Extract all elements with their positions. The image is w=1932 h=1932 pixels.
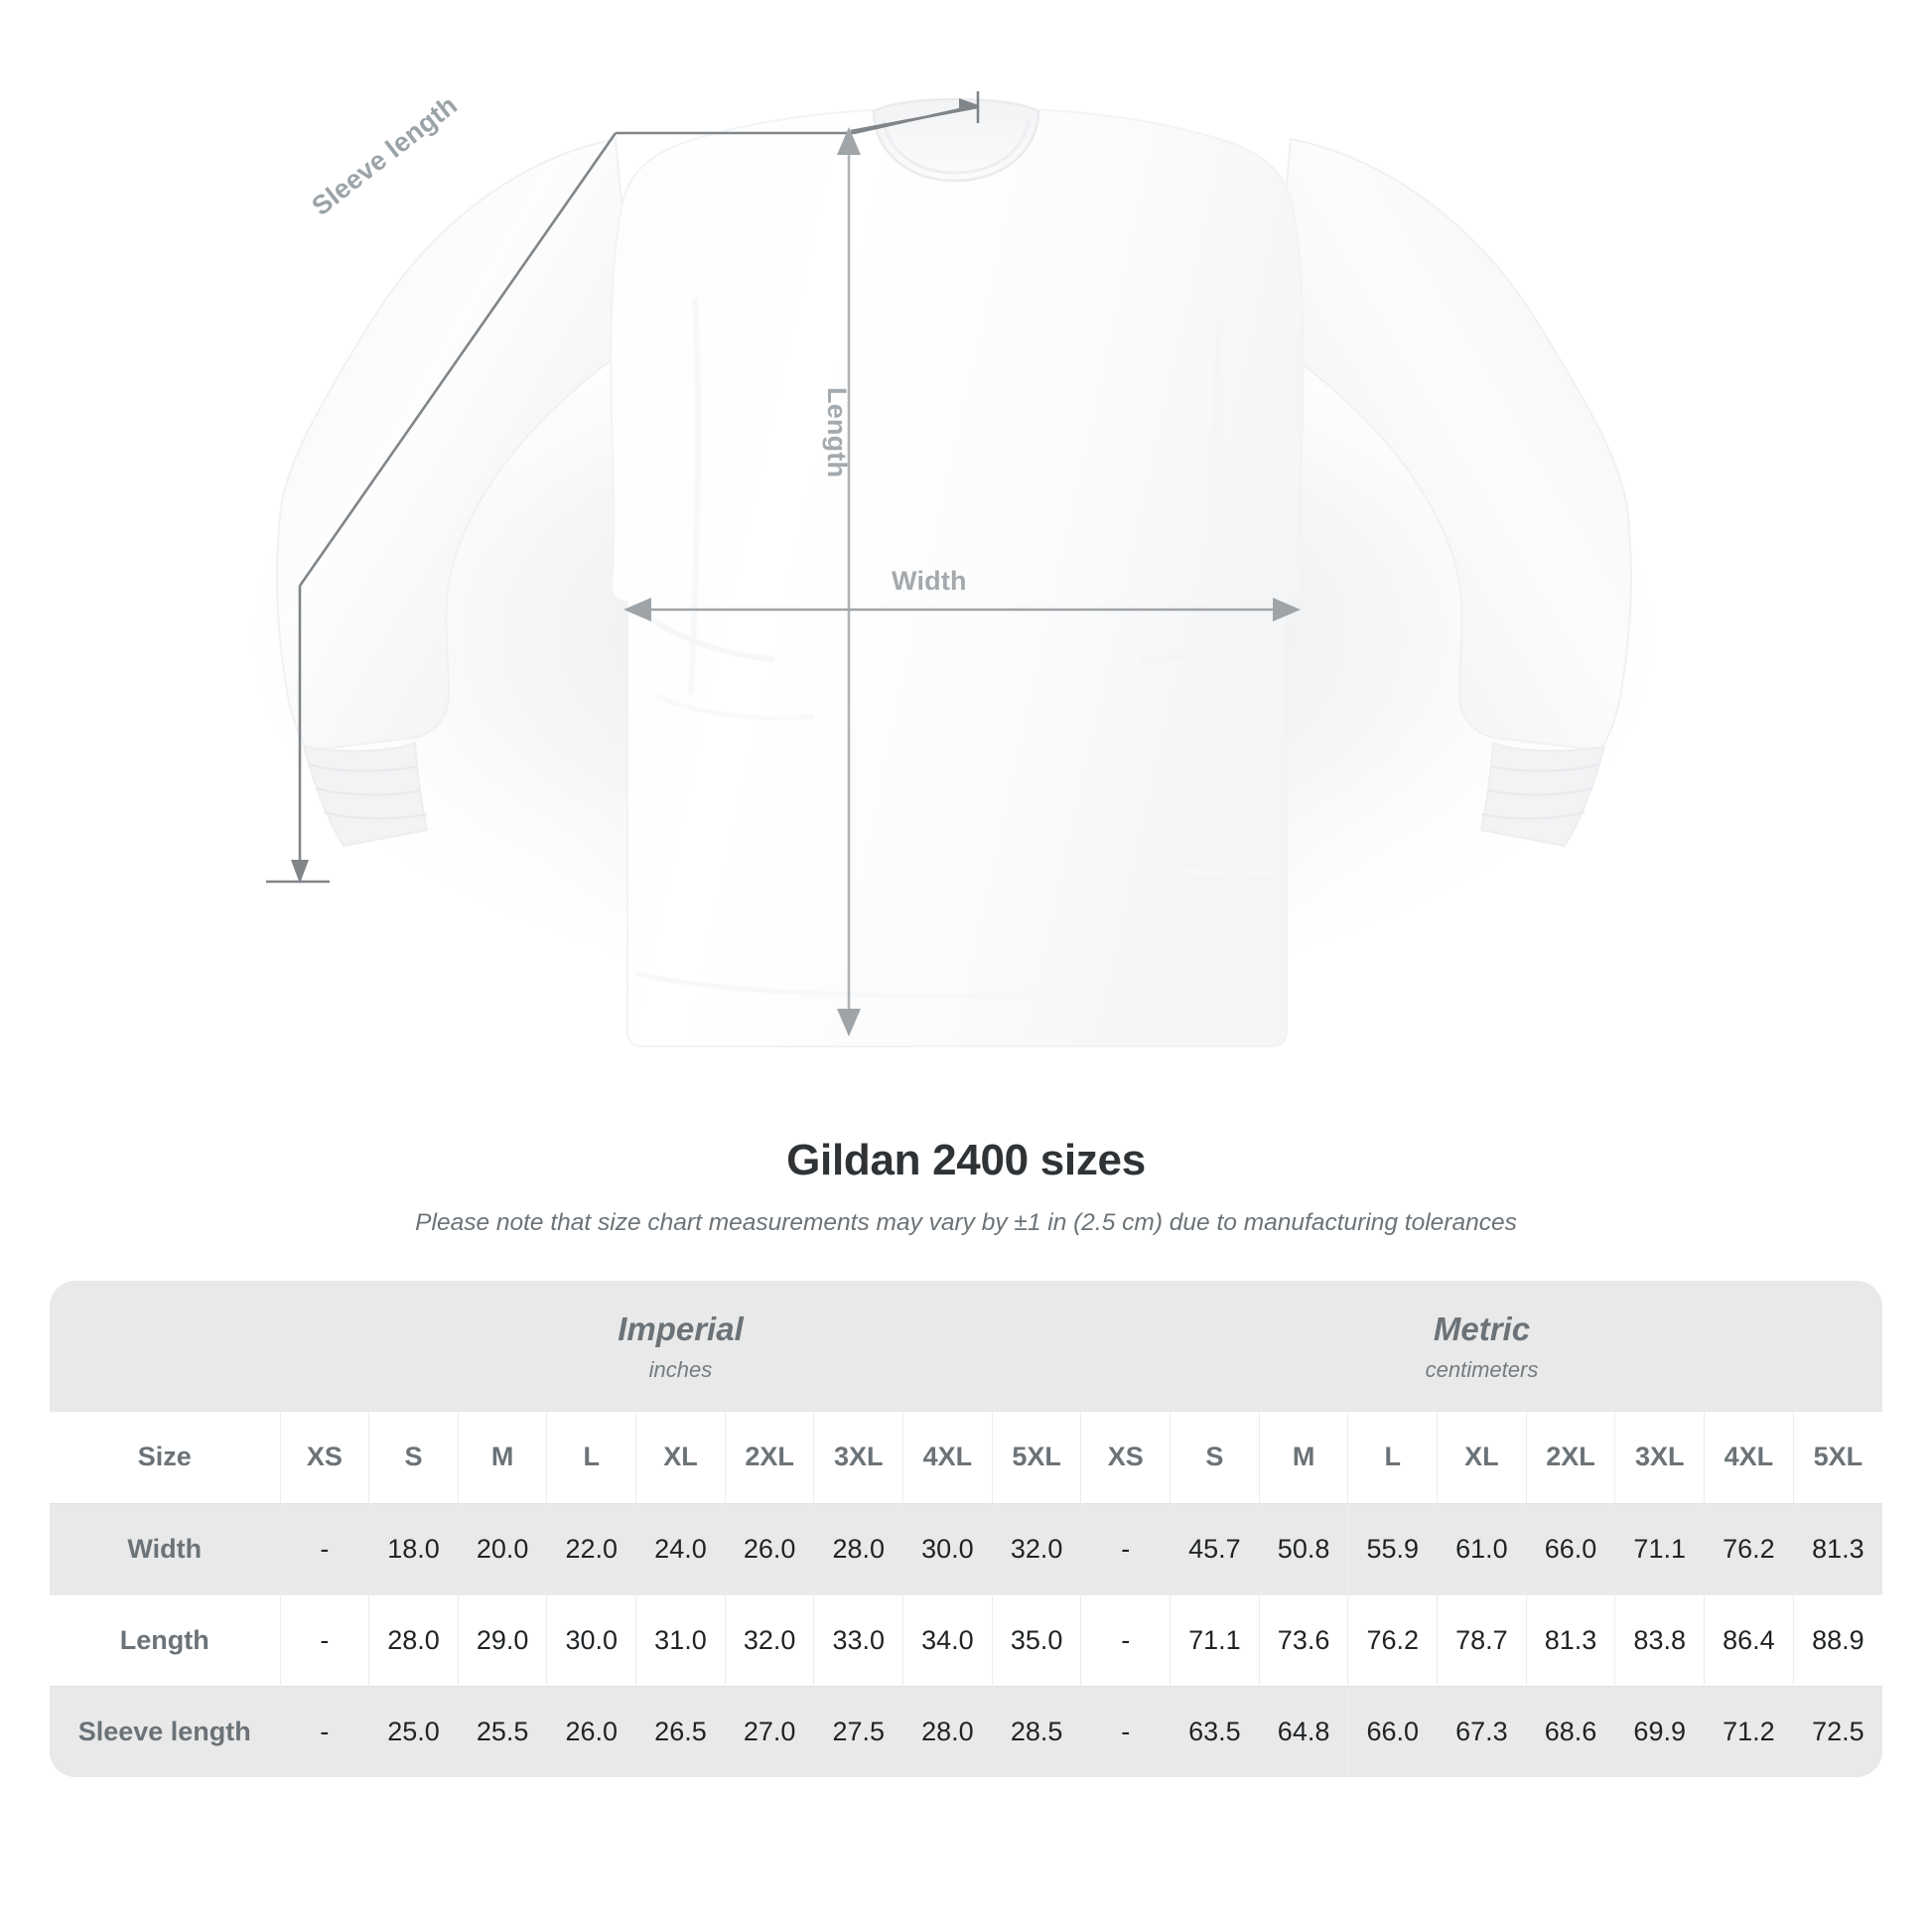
width-label: Width xyxy=(892,566,967,596)
size-header-cell: 2XL xyxy=(724,1412,814,1503)
size-header-cell: XL xyxy=(635,1412,726,1503)
cell-sleeve-imperial: 27.0 xyxy=(724,1685,814,1777)
cell-length-metric: 76.2 xyxy=(1347,1593,1438,1686)
cell-width-metric: 50.8 xyxy=(1258,1502,1348,1594)
cell-width-imperial: 20.0 xyxy=(457,1502,547,1594)
cell-width-imperial: 26.0 xyxy=(724,1502,814,1594)
chart-heading: Gildan 2400 sizes Please note that size … xyxy=(0,1136,1932,1237)
size-header-cell: L xyxy=(546,1412,636,1503)
cell-length-metric: 78.7 xyxy=(1437,1593,1527,1686)
cell-width-metric: 61.0 xyxy=(1437,1502,1527,1594)
unit-group-metric-subtitle: centimeters xyxy=(1425,1356,1539,1382)
cell-width-imperial: 22.0 xyxy=(546,1502,636,1594)
cell-sleeve-metric: 63.5 xyxy=(1170,1685,1260,1777)
cell-length-imperial: 30.0 xyxy=(546,1593,636,1686)
size-header-cell: S xyxy=(1170,1412,1260,1503)
cell-sleeve-imperial: 25.0 xyxy=(368,1685,459,1777)
unit-group-metric: Metric centimeters xyxy=(1080,1281,1882,1412)
cell-length-imperial: 28.0 xyxy=(368,1593,459,1686)
long-sleeve-shirt-graphic xyxy=(199,97,1708,1047)
size-table-wrapper: Imperial inches Metric centimeters Size … xyxy=(50,1281,1882,1777)
unit-group-imperial: Imperial inches xyxy=(280,1281,1081,1412)
cell-width-imperial: 24.0 xyxy=(635,1502,726,1594)
cell-width-metric: 45.7 xyxy=(1170,1502,1260,1594)
cell-width-imperial: 32.0 xyxy=(991,1502,1081,1594)
cell-length-imperial: 35.0 xyxy=(991,1593,1081,1686)
cell-length-imperial: 29.0 xyxy=(457,1593,547,1686)
cell-sleeve-metric: 71.2 xyxy=(1704,1685,1794,1777)
size-header-cell: S xyxy=(368,1412,459,1503)
size-header-cell: 2XL xyxy=(1525,1412,1615,1503)
size-header-cell: 5XL xyxy=(1792,1412,1882,1503)
cell-length-metric: 71.1 xyxy=(1170,1593,1260,1686)
page-title: Gildan 2400 sizes xyxy=(786,1136,1146,1184)
size-header-cell: XS xyxy=(279,1412,369,1503)
cell-sleeve-metric: 64.8 xyxy=(1258,1685,1348,1777)
cell-sleeve-imperial: 26.5 xyxy=(635,1685,726,1777)
cell-sleeve-metric: 72.5 xyxy=(1792,1685,1882,1777)
cell-sleeve-imperial: 28.5 xyxy=(991,1685,1081,1777)
cell-sleeve-imperial: 27.5 xyxy=(813,1685,903,1777)
size-header-cell: M xyxy=(1258,1412,1348,1503)
cell-length-metric: 81.3 xyxy=(1525,1593,1615,1686)
size-header-cell: XL xyxy=(1437,1412,1527,1503)
cell-width-metric: 66.0 xyxy=(1525,1502,1615,1594)
measurement-guides xyxy=(266,91,1301,1036)
size-header-cell: M xyxy=(457,1412,547,1503)
cell-sleeve-metric: 67.3 xyxy=(1437,1685,1527,1777)
cell-width-imperial: 18.0 xyxy=(368,1502,459,1594)
size-header-row: Size XS S M L XL 2XL 3XL 4XL 5XL XS S M … xyxy=(50,1412,1882,1503)
table-row: Length - 28.0 29.0 30.0 31.0 32.0 33.0 3… xyxy=(50,1593,1882,1686)
cell-length-metric: - xyxy=(1080,1593,1171,1686)
cell-width-imperial: - xyxy=(279,1502,369,1594)
unit-header-spacer xyxy=(50,1281,280,1412)
cell-length-imperial: 32.0 xyxy=(724,1593,814,1686)
cell-width-metric: 71.1 xyxy=(1614,1502,1705,1594)
cell-length-metric: 88.9 xyxy=(1792,1593,1882,1686)
cell-sleeve-imperial: - xyxy=(279,1685,369,1777)
cell-sleeve-imperial: 25.5 xyxy=(457,1685,547,1777)
cell-sleeve-metric: 69.9 xyxy=(1614,1685,1705,1777)
table-row: Sleeve length - 25.0 25.5 26.0 26.5 27.0… xyxy=(50,1685,1882,1777)
table-row: Width - 18.0 20.0 22.0 24.0 26.0 28.0 30… xyxy=(50,1502,1882,1594)
length-label: Length xyxy=(822,387,852,479)
unit-group-imperial-subtitle: inches xyxy=(648,1356,713,1382)
size-header-label: Size xyxy=(50,1412,280,1503)
size-table: Imperial inches Metric centimeters Size … xyxy=(50,1281,1882,1777)
size-header-cell: 3XL xyxy=(1614,1412,1705,1503)
cell-length-metric: 73.6 xyxy=(1258,1593,1348,1686)
cell-length-metric: 86.4 xyxy=(1704,1593,1794,1686)
cell-sleeve-metric: 68.6 xyxy=(1525,1685,1615,1777)
cell-sleeve-metric: 66.0 xyxy=(1347,1685,1438,1777)
row-label-length: Length xyxy=(50,1593,280,1686)
unit-group-metric-title: Metric xyxy=(1433,1311,1531,1348)
cell-width-imperial: 28.0 xyxy=(813,1502,903,1594)
cell-sleeve-imperial: 28.0 xyxy=(902,1685,993,1777)
cell-sleeve-imperial: 26.0 xyxy=(546,1685,636,1777)
cell-length-imperial: - xyxy=(279,1593,369,1686)
garment-illustration: Sleeve length Length Width xyxy=(199,90,1708,1047)
size-header-cell: 4XL xyxy=(1704,1412,1794,1503)
cell-length-metric: 83.8 xyxy=(1614,1593,1705,1686)
size-header-cell: 4XL xyxy=(902,1412,993,1503)
cell-width-imperial: 30.0 xyxy=(902,1502,993,1594)
size-header-cell: 3XL xyxy=(813,1412,903,1503)
cell-length-imperial: 33.0 xyxy=(813,1593,903,1686)
cell-width-metric: 76.2 xyxy=(1704,1502,1794,1594)
tolerance-note: Please note that size chart measurements… xyxy=(415,1208,1517,1236)
unit-group-imperial-title: Imperial xyxy=(618,1311,744,1348)
size-header-cell: 5XL xyxy=(991,1412,1081,1503)
size-header-cell: L xyxy=(1347,1412,1438,1503)
size-header-cell: XS xyxy=(1080,1412,1171,1503)
cell-width-metric: 81.3 xyxy=(1792,1502,1882,1594)
cell-width-metric: - xyxy=(1080,1502,1171,1594)
cell-length-imperial: 31.0 xyxy=(635,1593,726,1686)
cell-sleeve-metric: - xyxy=(1080,1685,1171,1777)
row-label-sleeve-length: Sleeve length xyxy=(50,1685,280,1777)
row-label-width: Width xyxy=(50,1502,280,1594)
unit-group-header-row: Imperial inches Metric centimeters xyxy=(50,1281,1882,1412)
cell-width-metric: 55.9 xyxy=(1347,1502,1438,1594)
cell-length-imperial: 34.0 xyxy=(902,1593,993,1686)
